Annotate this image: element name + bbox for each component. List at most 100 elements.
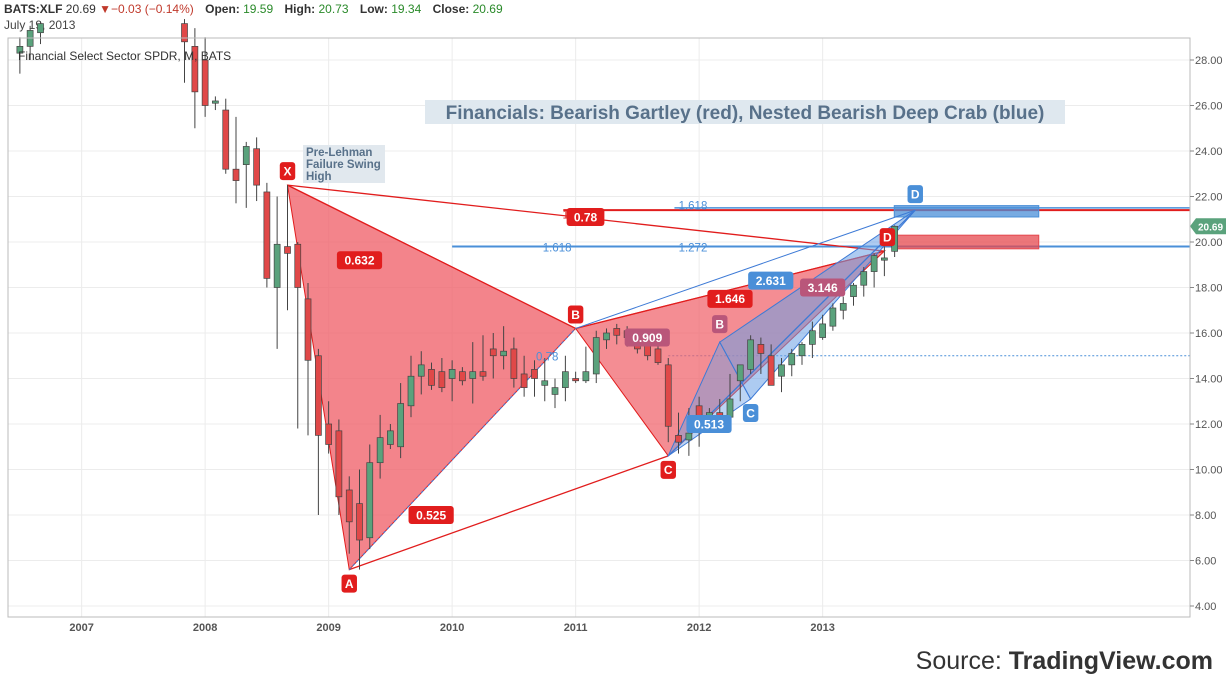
gartley-ratio: 0.909 bbox=[632, 331, 662, 345]
candle-body[interactable] bbox=[294, 243, 302, 288]
fib-level-label: 1 bbox=[563, 210, 569, 222]
gartley-point-X: X bbox=[283, 164, 291, 178]
annotation-bg bbox=[303, 145, 385, 183]
candles[interactable] bbox=[16, 19, 898, 570]
candle-body[interactable] bbox=[541, 380, 549, 386]
candle-body[interactable] bbox=[767, 355, 775, 386]
candle-body[interactable] bbox=[850, 284, 857, 297]
candle-body[interactable] bbox=[263, 191, 271, 279]
candle-body[interactable] bbox=[356, 503, 363, 541]
candle-body[interactable] bbox=[222, 109, 230, 170]
candle-body[interactable] bbox=[551, 387, 559, 395]
candle-body[interactable] bbox=[603, 332, 610, 341]
candle-body[interactable] bbox=[613, 328, 621, 336]
y-tick-label: 24.00 bbox=[1195, 146, 1223, 158]
candle-body[interactable] bbox=[479, 371, 487, 377]
candle-body[interactable] bbox=[562, 371, 569, 388]
candle-body[interactable] bbox=[448, 369, 456, 379]
candle-body[interactable] bbox=[315, 355, 322, 436]
candle-body[interactable] bbox=[675, 435, 682, 443]
candle-body[interactable] bbox=[726, 398, 734, 418]
candle-body[interactable] bbox=[788, 353, 796, 366]
candle-body[interactable] bbox=[325, 423, 332, 445]
gartley-leg bbox=[287, 184, 576, 330]
candle-body[interactable] bbox=[335, 430, 343, 498]
candle-body[interactable] bbox=[273, 243, 281, 288]
plot-frame bbox=[7, 37, 1191, 618]
candle-body[interactable] bbox=[376, 437, 384, 464]
candle-body[interactable] bbox=[232, 168, 240, 181]
candle-body[interactable] bbox=[829, 307, 837, 327]
candle-body[interactable] bbox=[747, 339, 754, 370]
y-tick-label: 16.00 bbox=[1195, 328, 1223, 340]
candle-body[interactable] bbox=[212, 100, 219, 104]
y-tick-label: 26.00 bbox=[1195, 101, 1223, 113]
high-label: High: bbox=[284, 2, 316, 16]
candle-body[interactable] bbox=[438, 371, 446, 388]
candle-body[interactable] bbox=[417, 364, 425, 377]
candle-body[interactable] bbox=[881, 257, 888, 261]
candle-body[interactable] bbox=[819, 323, 826, 338]
x-tick-label: 2007 bbox=[69, 622, 93, 634]
candle-body[interactable] bbox=[798, 344, 806, 357]
candle-body[interactable] bbox=[181, 23, 188, 43]
candle-body[interactable] bbox=[572, 378, 579, 382]
crab-point-B-bg bbox=[712, 315, 728, 334]
candle-body[interactable] bbox=[469, 371, 477, 379]
candle-body[interactable] bbox=[37, 23, 44, 34]
candle-body[interactable] bbox=[253, 148, 260, 186]
fib-level-label: 0.78 bbox=[536, 351, 558, 363]
candle-body[interactable] bbox=[242, 146, 250, 165]
candle-body[interactable] bbox=[387, 430, 394, 445]
high-value: 20.73 bbox=[318, 2, 349, 16]
candle-body[interactable] bbox=[428, 369, 435, 386]
candle-body[interactable] bbox=[839, 303, 847, 311]
symbol[interactable]: BATS:XLF bbox=[4, 2, 63, 16]
candle-body[interactable] bbox=[489, 348, 497, 357]
candle-body[interactable] bbox=[500, 350, 507, 357]
candle-body[interactable] bbox=[345, 489, 353, 523]
open-value: 19.59 bbox=[243, 2, 274, 16]
candle-body[interactable] bbox=[531, 369, 538, 379]
gartley-point-X-bg bbox=[279, 162, 296, 181]
fib-level-label: 1.618 bbox=[679, 201, 708, 213]
current-price-label: 20.69 bbox=[1198, 222, 1223, 233]
candle-body[interactable] bbox=[778, 364, 785, 377]
candle-body[interactable] bbox=[407, 375, 415, 407]
candle-body[interactable] bbox=[397, 403, 404, 448]
candle-body[interactable] bbox=[860, 271, 868, 286]
candle-body[interactable] bbox=[582, 371, 590, 382]
candle-body[interactable] bbox=[366, 462, 374, 539]
close-label: Close: bbox=[432, 2, 470, 16]
candle-body[interactable] bbox=[592, 337, 600, 375]
candle-body[interactable] bbox=[809, 330, 816, 345]
candle-body[interactable] bbox=[870, 255, 878, 272]
candle-body[interactable] bbox=[654, 348, 662, 363]
candle-body[interactable] bbox=[284, 246, 291, 254]
target-zone-0[interactable] bbox=[893, 234, 1040, 250]
current-price-tag[interactable]: 20.69 bbox=[1190, 218, 1226, 235]
gartley-ratio-bg bbox=[336, 251, 383, 270]
candle-body[interactable] bbox=[191, 45, 199, 93]
candle-body[interactable] bbox=[757, 344, 765, 354]
candle-body[interactable] bbox=[16, 45, 24, 54]
target-zone-1[interactable] bbox=[893, 205, 1040, 218]
candle-body[interactable] bbox=[664, 364, 672, 427]
gartley-ratio-bg bbox=[707, 289, 753, 308]
candle-body[interactable] bbox=[510, 348, 518, 379]
candle-body[interactable] bbox=[520, 373, 528, 388]
candle-body[interactable] bbox=[304, 298, 312, 361]
candle-body[interactable] bbox=[685, 432, 693, 441]
candle-body[interactable] bbox=[736, 364, 744, 382]
gartley-point-C: C bbox=[664, 463, 673, 477]
y-tick-label: 10.00 bbox=[1195, 465, 1223, 477]
gartley-point-D: D bbox=[883, 230, 892, 244]
candle-body[interactable] bbox=[201, 59, 209, 106]
gartley-ratio: 1.646 bbox=[715, 292, 745, 306]
source-prefix: Source: bbox=[915, 647, 1009, 675]
gartley-point-B-bg bbox=[567, 305, 584, 324]
x-tick-label: 2010 bbox=[440, 622, 464, 634]
candle-body[interactable] bbox=[459, 371, 466, 382]
crab-leg bbox=[575, 209, 916, 329]
